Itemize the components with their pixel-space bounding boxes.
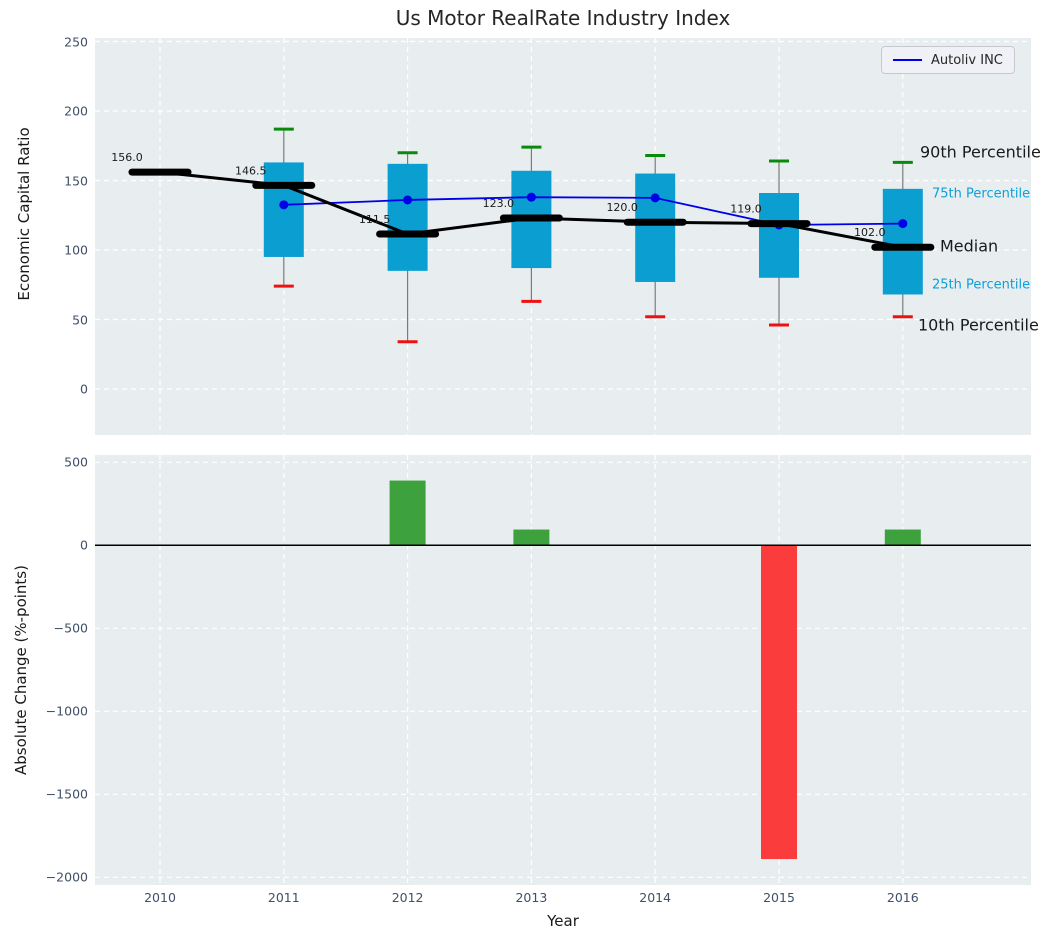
- positive-change-bar: [513, 529, 550, 546]
- median-value-label: 123.0: [483, 197, 515, 210]
- percentile-annotation: 75th Percentile: [932, 186, 1031, 202]
- top-ytick-label: 150: [64, 173, 88, 188]
- chart-title: Us Motor RealRate Industry Index: [395, 6, 731, 30]
- top-ytick-label: 100: [64, 242, 88, 258]
- company-series-marker: [526, 192, 536, 202]
- bottom-ytick-label: −1000: [45, 703, 88, 719]
- percentile-annotation: Median: [940, 236, 999, 256]
- top-ytick-label: 250: [64, 34, 88, 49]
- percentile-box: [263, 162, 304, 257]
- percentile-annotation: 10th Percentile: [918, 315, 1039, 335]
- percentile-annotation: 90th Percentile: [920, 142, 1041, 162]
- xtick-label: 2015: [763, 890, 795, 905]
- percentile-box: [759, 193, 799, 278]
- top-axes: 156.0 146.5 111.5 123.0 120.0 119.0 102.0: [95, 38, 1031, 435]
- median-value-label: 120.0: [606, 201, 638, 214]
- legend-line-sample: [893, 58, 922, 62]
- top-y-axis-label: Economic Capital Ratio: [15, 127, 33, 301]
- percentile-box: [387, 163, 428, 271]
- bottom-y-axis-label: Absolute Change (%-points): [12, 565, 30, 775]
- bottom-ytick-label: −2000: [45, 869, 88, 885]
- median-value-label: 102.0: [854, 226, 886, 239]
- percentile-annotation: 25th Percentile: [932, 277, 1031, 293]
- bottom-axes-canvas: [95, 455, 1031, 885]
- top-axes-canvas: 156.0 146.5 111.5 123.0 120.0 119.0 102.0: [95, 38, 1031, 435]
- bottom-ytick-label: −500: [53, 620, 88, 636]
- top-ytick-label: 0: [80, 381, 88, 397]
- median-value-label: 119.0: [730, 203, 762, 216]
- median-value-label: 146.5: [235, 164, 266, 177]
- percentile-box: [635, 173, 676, 282]
- median-value-label: 156.0: [111, 151, 143, 164]
- bottom-ytick-label: 0: [80, 537, 88, 553]
- xtick-label: 2013: [515, 890, 548, 905]
- xtick-label: 2014: [639, 890, 672, 905]
- xtick-label: 2010: [144, 890, 176, 905]
- xtick-label: 2016: [886, 890, 919, 905]
- negative-change-bar: [761, 545, 797, 860]
- x-axis-label: Year: [547, 912, 579, 930]
- percentile-box: [882, 188, 923, 295]
- legend-label: Autoliv INC: [931, 52, 1003, 68]
- company-series-marker: [650, 193, 660, 203]
- xtick-label: 2011: [267, 890, 300, 905]
- top-ytick-label: 200: [64, 103, 88, 119]
- median-value-label: 111.5: [359, 213, 391, 226]
- legend: Autoliv INC: [881, 46, 1015, 74]
- positive-change-bar: [389, 480, 426, 546]
- company-series-marker: [279, 200, 289, 210]
- company-series-marker: [898, 219, 908, 229]
- company-series-marker: [403, 195, 413, 205]
- bottom-ytick-label: −1500: [45, 786, 88, 802]
- top-ytick-label: 50: [72, 312, 88, 327]
- positive-change-bar: [884, 529, 921, 546]
- bottom-ytick-label: 500: [64, 454, 88, 470]
- bottom-axes: [95, 455, 1031, 885]
- xtick-label: 2012: [391, 890, 424, 905]
